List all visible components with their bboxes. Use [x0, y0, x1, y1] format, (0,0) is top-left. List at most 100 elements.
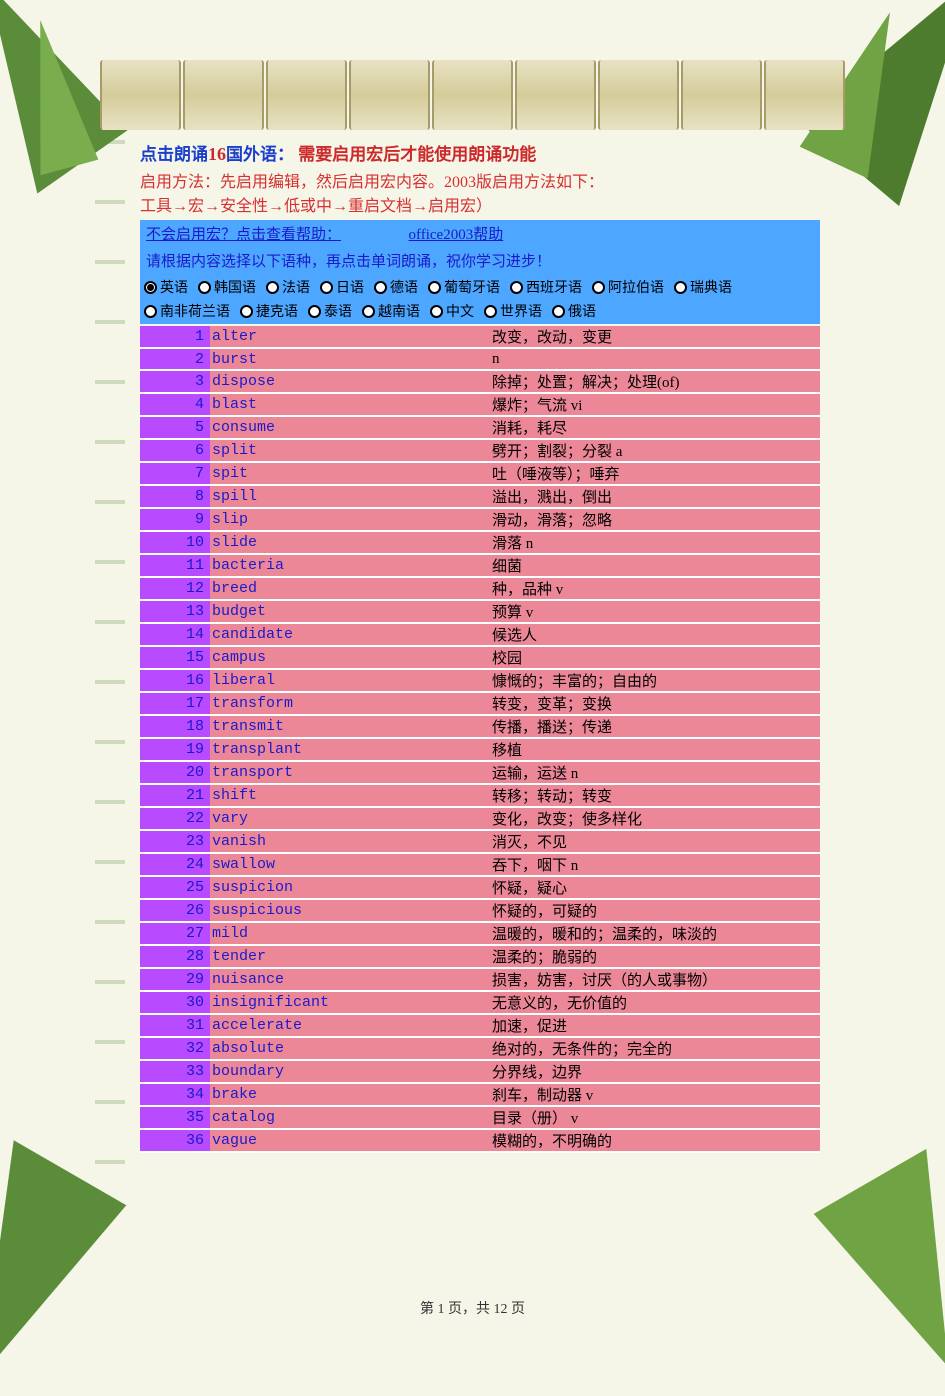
table-row[interactable]: 19transplant移植 — [140, 738, 820, 761]
pager-total: 12 — [494, 1302, 508, 1317]
language-option[interactable]: 德语 — [374, 277, 418, 297]
language-option[interactable]: 世界语 — [484, 301, 542, 321]
language-option[interactable]: 阿拉伯语 — [592, 277, 664, 297]
table-row[interactable]: 24swallow吞下，咽下 n — [140, 853, 820, 876]
language-option[interactable]: 英语 — [144, 277, 188, 297]
row-number: 27 — [140, 922, 210, 945]
radio-icon[interactable] — [428, 281, 441, 294]
table-row[interactable]: 11bacteria细菌 — [140, 554, 820, 577]
row-word: transport — [210, 761, 490, 784]
table-row[interactable]: 26suspicious怀疑的，可疑的 — [140, 899, 820, 922]
radio-icon[interactable] — [308, 305, 321, 318]
radio-icon[interactable] — [552, 305, 565, 318]
radio-icon[interactable] — [592, 281, 605, 294]
row-word: mild — [210, 922, 490, 945]
table-row[interactable]: 2burstn — [140, 348, 820, 370]
row-definition: 转变，变革；变换 — [490, 692, 820, 715]
radio-icon[interactable] — [240, 305, 253, 318]
row-number: 34 — [140, 1083, 210, 1106]
table-row[interactable]: 4blast爆炸；气流 vi — [140, 393, 820, 416]
radio-icon[interactable] — [198, 281, 211, 294]
table-row[interactable]: 15campus校园 — [140, 646, 820, 669]
table-row[interactable]: 31accelerate加速，促进 — [140, 1014, 820, 1037]
table-row[interactable]: 9slip滑动，滑落；忽略 — [140, 508, 820, 531]
radio-icon[interactable] — [362, 305, 375, 318]
table-row[interactable]: 28tender温柔的；脆弱的 — [140, 945, 820, 968]
help-text-link[interactable]: 不会启用宏？点击查看帮助： — [146, 227, 341, 243]
language-label: 阿拉伯语 — [608, 277, 664, 297]
table-row[interactable]: 13budget预算 v — [140, 600, 820, 623]
table-row[interactable]: 17transform转变，变革；变换 — [140, 692, 820, 715]
table-row[interactable]: 1alter改变，改动，变更 — [140, 326, 820, 348]
radio-icon[interactable] — [374, 281, 387, 294]
radio-icon[interactable] — [430, 305, 443, 318]
main-content: 点击朗诵16国外语： 需要启用宏后才能使用朗诵功能 启用方法：先启用编辑，然后启… — [140, 140, 820, 1153]
table-row[interactable]: 23vanish消灭，不见 — [140, 830, 820, 853]
table-row[interactable]: 3dispose除掉；处置；解决；处理(of) — [140, 370, 820, 393]
language-label: 瑞典语 — [690, 277, 732, 297]
radio-icon[interactable] — [144, 281, 157, 294]
pager-mid: 页，共 — [448, 1302, 490, 1317]
language-option[interactable]: 日语 — [320, 277, 364, 297]
table-row[interactable]: 33boundary分界线，边界 — [140, 1060, 820, 1083]
table-row[interactable]: 14candidate候选人 — [140, 623, 820, 646]
language-option[interactable]: 捷克语 — [240, 301, 298, 321]
language-label: 世界语 — [500, 301, 542, 321]
bamboo-decoration — [100, 60, 845, 130]
table-row[interactable]: 7spit吐（唾液等）；唾弃 — [140, 462, 820, 485]
row-number: 11 — [140, 554, 210, 577]
table-row[interactable]: 10slide滑落 n — [140, 531, 820, 554]
instruction-line-2: 启用方法：先启用编辑，然后启用宏内容。2003版启用方法如下： — [140, 168, 820, 192]
row-word: slide — [210, 531, 490, 554]
row-definition: 怀疑的，可疑的 — [490, 899, 820, 922]
table-row[interactable]: 6split劈开；割裂；分裂 a — [140, 439, 820, 462]
table-row[interactable]: 21shift转移；转动；转变 — [140, 784, 820, 807]
row-number: 19 — [140, 738, 210, 761]
table-row[interactable]: 36vague模糊的，不明确的 — [140, 1129, 820, 1152]
table-row[interactable]: 16liberal慷慨的；丰富的；自由的 — [140, 669, 820, 692]
row-number: 23 — [140, 830, 210, 853]
table-row[interactable]: 34brake刹车，制动器 v — [140, 1083, 820, 1106]
language-option[interactable]: 越南语 — [362, 301, 420, 321]
table-row[interactable]: 25suspicion怀疑，疑心 — [140, 876, 820, 899]
radio-icon[interactable] — [510, 281, 523, 294]
office-help-link[interactable]: office2003帮助 — [409, 227, 504, 243]
row-word: tender — [210, 945, 490, 968]
row-word: spill — [210, 485, 490, 508]
radio-icon[interactable] — [266, 281, 279, 294]
language-option[interactable]: 西班牙语 — [510, 277, 582, 297]
language-option[interactable]: 俄语 — [552, 301, 596, 321]
row-word: accelerate — [210, 1014, 490, 1037]
table-row[interactable]: 29nuisance损害，妨害，讨厌（的人或事物） — [140, 968, 820, 991]
row-word: breed — [210, 577, 490, 600]
table-row[interactable]: 27mild温暖的，暖和的；温柔的，味淡的 — [140, 922, 820, 945]
language-option[interactable]: 韩国语 — [198, 277, 256, 297]
row-number: 9 — [140, 508, 210, 531]
radio-icon[interactable] — [144, 305, 157, 318]
table-row[interactable]: 35catalog目录（册） v — [140, 1106, 820, 1129]
language-option[interactable]: 泰语 — [308, 301, 352, 321]
row-number: 18 — [140, 715, 210, 738]
radio-icon[interactable] — [674, 281, 687, 294]
table-row[interactable]: 20transport运输，运送 n — [140, 761, 820, 784]
radio-icon[interactable] — [320, 281, 333, 294]
language-option[interactable]: 瑞典语 — [674, 277, 732, 297]
language-option[interactable]: 葡萄牙语 — [428, 277, 500, 297]
language-option[interactable]: 中文 — [430, 301, 474, 321]
table-row[interactable]: 18transmit传播，播送；传递 — [140, 715, 820, 738]
row-definition: 温暖的，暖和的；温柔的，味淡的 — [490, 922, 820, 945]
table-row[interactable]: 5consume消耗，耗尽 — [140, 416, 820, 439]
radio-icon[interactable] — [484, 305, 497, 318]
language-label: 西班牙语 — [526, 277, 582, 297]
language-option[interactable]: 南非荷兰语 — [144, 301, 230, 321]
table-row[interactable]: 30insignificant无意义的，无价值的 — [140, 991, 820, 1014]
row-word: brake — [210, 1083, 490, 1106]
language-option[interactable]: 法语 — [266, 277, 310, 297]
table-row[interactable]: 8spill溢出，溅出，倒出 — [140, 485, 820, 508]
table-row[interactable]: 12breed种，品种 v — [140, 577, 820, 600]
table-row[interactable]: 22vary变化，改变；使多样化 — [140, 807, 820, 830]
table-row[interactable]: 32absolute绝对的，无条件的；完全的 — [140, 1037, 820, 1060]
row-definition: 爆炸；气流 vi — [490, 393, 820, 416]
row-number: 15 — [140, 646, 210, 669]
row-word: vague — [210, 1129, 490, 1152]
